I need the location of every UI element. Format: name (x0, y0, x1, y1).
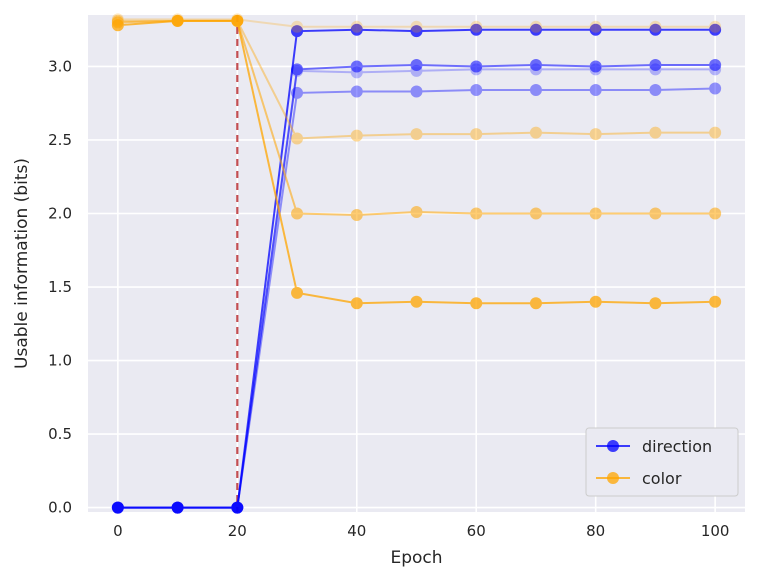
data-point (410, 25, 423, 38)
data-point (231, 14, 244, 27)
data-point (709, 23, 722, 36)
data-point (410, 20, 423, 33)
data-point (291, 20, 304, 33)
data-point (410, 295, 423, 308)
y-tick-label: 1.5 (48, 278, 72, 296)
data-point (589, 295, 602, 308)
data-point (589, 83, 602, 96)
data-point (529, 20, 542, 33)
y-tick-label: 2.5 (48, 131, 72, 149)
data-point (709, 126, 722, 139)
data-point (709, 82, 722, 95)
data-point (470, 83, 483, 96)
legend: direction color (585, 427, 739, 497)
data-point (649, 207, 662, 220)
data-point (470, 20, 483, 33)
data-point (649, 58, 662, 71)
data-point (709, 295, 722, 308)
data-point (709, 20, 722, 33)
data-point (470, 297, 483, 310)
tick-labels: 0 20 40 60 80 100 0.0 0.5 1.0 1.5 2.0 2.5 3.0 (48, 57, 729, 540)
data-point (171, 14, 184, 27)
data-point (350, 129, 363, 142)
y-tick-label: 1.0 (48, 352, 72, 370)
series-line (117, 18, 716, 28)
data-point (649, 297, 662, 310)
data-point (529, 207, 542, 220)
x-tick-label: 0 (113, 522, 123, 540)
data-point (291, 25, 304, 38)
data-point (709, 207, 722, 220)
x-tick-label: 60 (467, 522, 486, 540)
data-point (410, 128, 423, 141)
data-point (350, 85, 363, 98)
data-point (589, 60, 602, 73)
y-tick-label: 0.5 (48, 425, 72, 443)
x-tick-label: 20 (228, 522, 247, 540)
x-axis-label: Epoch (390, 548, 442, 568)
x-tick-label: 80 (586, 522, 605, 540)
data-point (291, 63, 304, 76)
data-point (529, 23, 542, 36)
x-tick-label: 100 (701, 522, 730, 540)
data-point (350, 23, 363, 36)
data-point (589, 207, 602, 220)
data-point (111, 19, 124, 32)
data-point (589, 128, 602, 141)
data-point (649, 126, 662, 139)
data-point (350, 208, 363, 221)
y-tick-label: 0.0 (48, 499, 72, 517)
series-direction (111, 23, 722, 514)
data-point (350, 20, 363, 33)
data-point (350, 60, 363, 73)
series-layer (111, 13, 722, 514)
data-point (350, 297, 363, 310)
legend-marker-color (607, 472, 619, 484)
data-point (470, 207, 483, 220)
data-point (171, 501, 184, 514)
y-tick-label: 2.0 (48, 205, 72, 223)
data-point (529, 83, 542, 96)
legend-label-color: color (642, 469, 682, 488)
legend-label-direction: direction (642, 437, 712, 456)
data-point (291, 132, 304, 145)
x-tick-label: 40 (347, 522, 366, 540)
data-point (410, 206, 423, 219)
data-point (291, 207, 304, 220)
legend-marker-direction (607, 440, 619, 452)
data-point (470, 60, 483, 73)
data-point (231, 501, 244, 514)
data-point (649, 83, 662, 96)
data-point (470, 128, 483, 141)
data-point (649, 23, 662, 36)
data-point (111, 501, 124, 514)
y-tick-label: 3.0 (48, 57, 72, 75)
data-point (589, 20, 602, 33)
data-point (410, 85, 423, 98)
data-point (709, 58, 722, 71)
data-point (589, 23, 602, 36)
series-color (111, 14, 722, 310)
data-point (291, 286, 304, 299)
y-axis-label: Usable information (bits) (12, 158, 32, 369)
data-point (649, 20, 662, 33)
data-point (410, 58, 423, 71)
data-point (529, 297, 542, 310)
data-point (529, 126, 542, 139)
data-point (529, 58, 542, 71)
data-point (470, 23, 483, 36)
